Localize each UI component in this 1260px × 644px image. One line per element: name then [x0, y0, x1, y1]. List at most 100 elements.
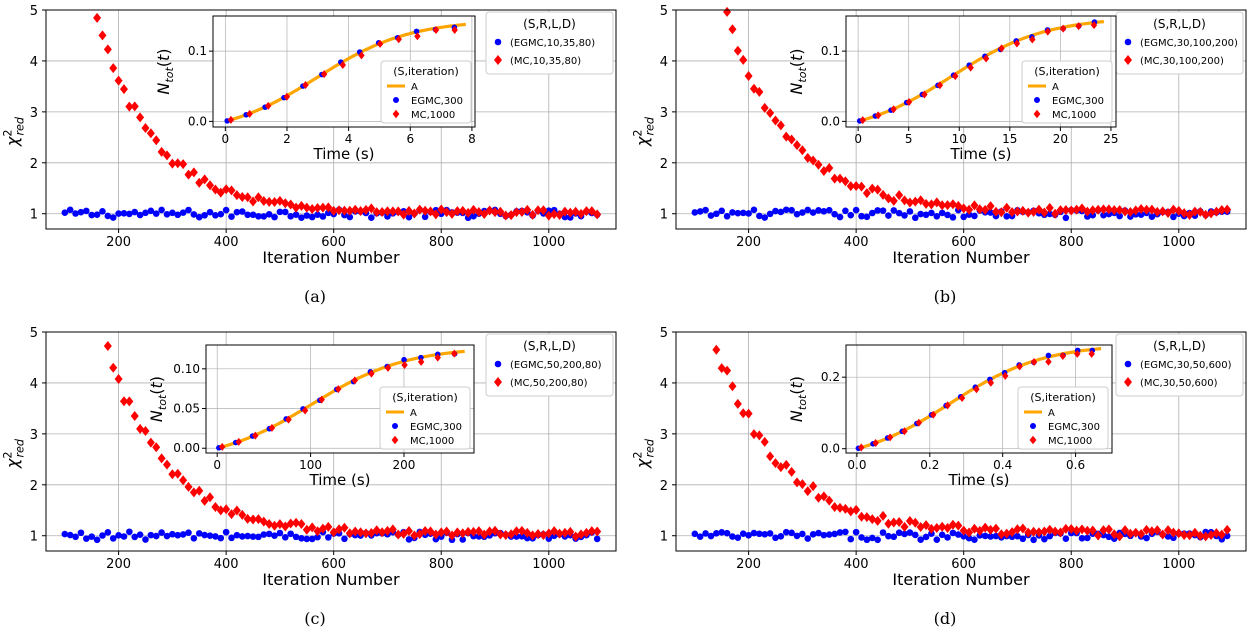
inset-x-tick-label: 8	[468, 132, 476, 146]
data-point	[1131, 527, 1140, 538]
data-point	[917, 536, 924, 543]
data-point	[534, 205, 543, 216]
data-point	[793, 532, 801, 540]
data-point	[368, 214, 375, 221]
data-point	[544, 210, 553, 221]
data-point	[938, 200, 947, 211]
data-point	[862, 512, 871, 523]
data-point	[970, 200, 979, 211]
inset-point-mc	[859, 116, 866, 125]
data-point	[394, 529, 403, 540]
inset-chart: 0.0 0.2 0.4 0.6 0.0 0.2 Time (s) Ntot(t) (S,iter…	[787, 344, 1113, 489]
inset-chart: 0 5 10 15 20 25 0.0 0.1 Time (s) Ntot(t) (S,iterat…	[787, 15, 1119, 163]
inset-legend-entry: MC,1000	[411, 110, 455, 121]
data-point	[830, 173, 839, 184]
data-point	[98, 30, 107, 41]
inset-legend: (S,iteration) A EGMC,300 MC,1000	[380, 60, 472, 124]
data-point	[361, 528, 370, 539]
y-axis-label: χ2red	[632, 438, 657, 469]
data-point	[879, 529, 887, 536]
data-point	[713, 210, 720, 218]
inset-point-mc	[417, 357, 425, 366]
data-point	[442, 526, 451, 537]
data-point	[233, 208, 241, 216]
data-point	[292, 202, 301, 213]
data-point	[1121, 525, 1130, 536]
legend-marker	[494, 377, 502, 387]
inset-legend-box	[379, 386, 471, 450]
y-tick-label: 5	[660, 326, 668, 341]
inset-x-tick-label: 0.4	[993, 458, 1012, 472]
data-point	[889, 517, 898, 528]
data-point	[1131, 205, 1140, 216]
data-point	[815, 529, 822, 537]
data-point	[782, 459, 791, 470]
inset-legend-entry: EGMC,300	[1048, 422, 1100, 433]
data-point	[1034, 527, 1043, 538]
data-point	[104, 212, 112, 220]
data-point	[1088, 525, 1097, 536]
data-point	[911, 214, 919, 222]
data-point	[421, 205, 430, 216]
data-point	[696, 208, 704, 215]
inset-legend-marker	[391, 435, 399, 445]
data-point	[555, 528, 564, 539]
data-point	[115, 210, 122, 217]
inset-point-egmc	[1045, 352, 1052, 359]
data-point	[555, 210, 564, 221]
data-point	[399, 209, 408, 220]
data-point	[986, 524, 995, 535]
data-point	[136, 112, 145, 123]
inset-point-mc	[384, 363, 392, 372]
data-point	[1024, 527, 1033, 538]
data-point	[109, 214, 117, 221]
data-point	[378, 527, 387, 538]
data-point	[885, 212, 892, 219]
data-point	[593, 209, 602, 220]
inset-legend-entry: A	[1052, 82, 1059, 93]
inset-point-mc	[265, 101, 272, 110]
data-point	[874, 536, 881, 544]
data-point	[825, 206, 833, 214]
inset-point-mc	[235, 437, 242, 446]
data-point	[981, 532, 989, 540]
data-point	[1030, 536, 1037, 544]
data-point	[329, 527, 338, 538]
data-point	[72, 533, 79, 541]
data-point	[901, 530, 908, 538]
data-point	[933, 536, 941, 543]
data-point	[1110, 529, 1119, 540]
data-point	[185, 206, 192, 214]
inset-legend-marker	[392, 423, 398, 429]
data-point	[991, 206, 1000, 217]
data-point	[378, 207, 387, 218]
inset-point-mc	[872, 439, 879, 448]
inset-x-tick-label: 0	[222, 132, 230, 146]
data-point	[863, 536, 871, 544]
data-point	[761, 530, 769, 538]
data-point	[324, 521, 333, 532]
y-tick-label: 2	[30, 479, 38, 494]
x-tick-label: 200	[106, 235, 131, 250]
data-point	[99, 208, 106, 215]
inset-x-tick-label: 0.2	[920, 458, 939, 472]
data-point	[130, 101, 139, 112]
data-point	[415, 529, 424, 540]
data-point	[702, 530, 709, 537]
data-point	[771, 115, 780, 126]
inset-point-mc	[432, 25, 440, 34]
data-point	[367, 203, 376, 214]
data-point	[200, 495, 209, 506]
data-point	[539, 205, 548, 216]
data-point	[437, 527, 446, 538]
legend-entry: (EGMC,30,50,600)	[1140, 360, 1232, 371]
chart-panel: 200 400 600 800 1000 1 2 3 4 5 Iteration Number χ2r…	[2, 4, 617, 306]
data-point	[718, 529, 726, 536]
data-point	[766, 451, 775, 462]
data-point	[125, 101, 134, 112]
data-point	[739, 530, 747, 538]
data-point	[276, 208, 284, 216]
data-point	[723, 212, 731, 220]
inset-chart: 0 100 200 0.00 0.05 0.10 Time (s) Ntot(t) (S,ite…	[147, 344, 475, 489]
data-point	[960, 213, 967, 221]
